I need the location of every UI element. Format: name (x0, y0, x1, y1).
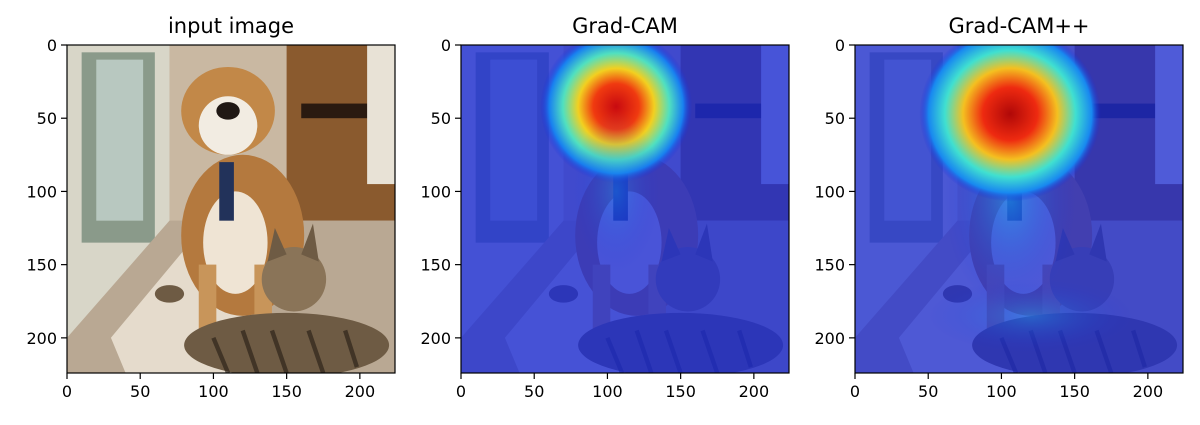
x-tick-label: 200 (739, 382, 770, 401)
y-tick-label: 0 (47, 36, 57, 55)
panel-input-image: input image (66, 14, 396, 377)
panel-title-gradcampp: Grad-CAM++ (948, 14, 1089, 38)
y-tick-label: 50 (431, 109, 451, 128)
y-tick-label: 0 (441, 36, 451, 55)
x-tick-label: 150 (665, 382, 696, 401)
y-tick-label: 150 (814, 256, 845, 275)
attention-heatmap (461, 45, 789, 373)
panel-gradcampp: Grad-CAM++ (854, 14, 1184, 374)
x-tick-label: 0 (850, 382, 860, 401)
y-tick-label: 150 (26, 256, 57, 275)
attention-heatmap (855, 45, 1183, 373)
y-tick-label: 150 (420, 256, 451, 275)
panel-title-input: input image (168, 14, 294, 38)
x-tick-label: 0 (456, 382, 466, 401)
y-tick-label: 0 (835, 36, 845, 55)
y-tick-label: 50 (37, 109, 57, 128)
x-tick-label: 100 (592, 382, 623, 401)
panel-title-gradcam: Grad-CAM (572, 14, 678, 38)
x-tick-label: 200 (345, 382, 376, 401)
y-tick-label: 200 (814, 329, 845, 348)
y-tick-label: 200 (26, 329, 57, 348)
x-tick-label: 100 (986, 382, 1017, 401)
x-tick-label: 0 (62, 382, 72, 401)
panel-gradcam: Grad-CAM (460, 14, 790, 374)
x-tick-label: 50 (130, 382, 150, 401)
axes-frame (66, 44, 396, 374)
x-tick-label: 50 (918, 382, 938, 401)
y-tick-label: 100 (26, 182, 57, 201)
y-tick-label: 100 (420, 182, 451, 201)
x-tick-label: 150 (271, 382, 302, 401)
axes-frame (854, 44, 1184, 374)
axes-frame (460, 44, 790, 374)
x-tick-label: 50 (524, 382, 544, 401)
x-tick-label: 200 (1133, 382, 1164, 401)
x-tick-label: 100 (198, 382, 229, 401)
dog-and-cat-photo (67, 45, 395, 377)
x-tick-label: 150 (1059, 382, 1090, 401)
axis-ticks: 0 50 100 150 200 0 50 100 150 200 0 50 100 150 200 0 50 1… (26, 36, 1163, 401)
y-tick-label: 50 (825, 109, 845, 128)
y-tick-label: 200 (420, 329, 451, 348)
y-tick-label: 100 (814, 182, 845, 201)
